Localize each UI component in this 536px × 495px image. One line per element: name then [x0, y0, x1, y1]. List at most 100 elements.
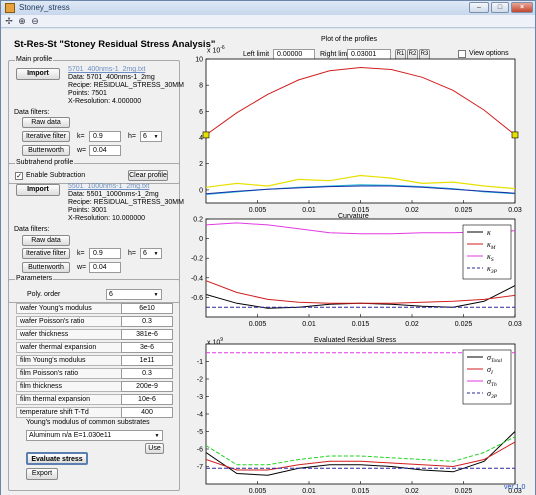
sub-iterative-filter-button[interactable]: Iterative filter [22, 248, 70, 259]
chart-2-xtick-label: 0.005 [249, 488, 267, 495]
app-icon [5, 3, 15, 13]
sub-file-link[interactable]: 5501_1000nms-1_2mg.txt [68, 183, 150, 190]
chart-0-series-yellow [206, 174, 515, 190]
param-value-7[interactable]: 10e-6 [121, 394, 173, 405]
chart-1-legend-label-0: κ [487, 228, 491, 237]
poly-order-dropdown[interactable]: 6 ▼ [106, 289, 162, 300]
sub-h-dropdown[interactable]: 6 ▼ [140, 248, 162, 259]
param-value-6[interactable]: 200e-9 [121, 381, 173, 392]
main-k-input[interactable]: 0.9 [89, 131, 121, 142]
sub-w-input[interactable]: 0.04 [89, 262, 121, 273]
chevron-down-icon: ▼ [154, 433, 160, 439]
chevron-down-icon: ▼ [153, 134, 159, 140]
sub-k-label: k= [77, 250, 85, 257]
clear-profile-button[interactable]: Clear profile [128, 170, 168, 181]
version-label: ver 1.0 [504, 484, 526, 491]
zoom-out-icon[interactable]: ⊖ [31, 16, 39, 26]
param-value-5[interactable]: 0.3 [121, 368, 173, 379]
enable-subtraction-label: Enable Subtraction [26, 172, 86, 179]
curvature-plot-title: Curvature [338, 213, 369, 220]
subtrahend-profile-group: Subtrahend profile ✓ Enable Subtraction … [8, 159, 184, 303]
chart-1-legend-label-3: κ3P [487, 264, 498, 275]
main-import-button[interactable]: Import [16, 68, 60, 80]
maximize-button[interactable]: □ [491, 2, 509, 13]
chart-2-series-green [206, 436, 515, 466]
main-h-dropdown[interactable]: 6 ▼ [140, 131, 162, 142]
chart-0-ytick-label: 0 [199, 187, 203, 194]
stress-exponent-label: x 109 [207, 337, 223, 346]
sub-butterworth-button[interactable]: Butterworth [22, 262, 70, 273]
chart-2-legend-sub-2: Th [491, 382, 497, 388]
main-points-text: Points: 7501 [68, 90, 107, 97]
main-butterworth-button[interactable]: Butterworth [22, 145, 70, 156]
param-value-8[interactable]: 400 [121, 407, 173, 418]
chart-2-series-group [206, 352, 515, 476]
param-value-1[interactable]: 0.3 [121, 316, 173, 327]
main-h-value: 6 [143, 133, 147, 140]
sub-data-text: Data: 5501_1000nms-1_2mg [68, 191, 159, 198]
chart-2-xtick-label: 0.02 [405, 488, 419, 495]
chart-2-ytick-label: -7 [197, 464, 203, 471]
close-button[interactable]: × [511, 2, 533, 13]
sub-k-input[interactable]: 0.9 [89, 248, 121, 259]
enable-subtraction-checkbox[interactable]: ✓ [15, 172, 23, 180]
main-xres-text: X-Resolution: 4.000000 [68, 98, 142, 105]
profiles-exponent-power: -6 [220, 45, 225, 51]
main-file-link[interactable]: 5701_400nms-1_2mg.txt [68, 66, 146, 73]
chart-1-legend-label-2: κS [487, 252, 494, 263]
sub-import-button[interactable]: Import [16, 184, 60, 196]
chart-0-marker-1 [511, 131, 519, 139]
param-value-2[interactable]: 381e-6 [121, 329, 173, 340]
chart-0-xtick-label: 0.015 [352, 207, 370, 214]
chart-2-ytick-label: -3 [197, 394, 203, 401]
data-cursor-icon[interactable]: ✢ [5, 16, 13, 26]
chart-0-xtick-label: 0.005 [249, 207, 267, 214]
stress-exponent-base: x 10 [207, 339, 221, 347]
main-w-input[interactable]: 0.04 [89, 145, 121, 156]
chevron-down-icon: ▼ [153, 251, 159, 257]
chart-1-ytick-label: 0 [199, 236, 203, 243]
chart-1-legend-label-1: κM [487, 240, 496, 251]
chart-2-ytick-label: -2 [197, 377, 203, 384]
substrate-dropdown[interactable]: Aluminum n/a E=1.030e11 ▼ [26, 430, 163, 441]
sub-points-text: Points: 3001 [68, 207, 107, 214]
sub-raw-data-button[interactable]: Raw data [22, 235, 70, 246]
chart-1-ytick-label: -0.6 [191, 295, 203, 302]
profiles-exponent-base: x 10 [207, 47, 221, 55]
sub-xres-text: X-Resolution: 10.000000 [68, 215, 146, 222]
sub-h-value: 6 [143, 250, 147, 257]
app-heading: St-Res-St "Stoney Residual Stress Analys… [14, 39, 216, 50]
stress-exponent-power: 9 [220, 337, 224, 343]
evaluate-stress-button[interactable]: Evaluate stress [26, 452, 88, 465]
chart-0-ytick-label: 6 [199, 109, 203, 116]
chart-1-legend-sub-3: 3P [490, 269, 498, 275]
client-area: St-Res-St "Stoney Residual Stress Analys… [1, 29, 535, 495]
main-h-label: h= [128, 133, 136, 140]
main-recipe-text: Recipe: RESIDUAL_STRESS_30MM [68, 82, 184, 89]
main-iterative-filter-button[interactable]: Iterative filter [22, 131, 70, 142]
sub-recipe-text: Recipe: RESIDUAL_STRESS_30MM [68, 199, 184, 206]
minimize-button[interactable]: – [469, 2, 489, 13]
chart-1-xtick-label: 0.03 [508, 321, 522, 328]
param-value-3[interactable]: 3e-6 [121, 342, 173, 353]
zoom-in-icon[interactable]: ⊕ [18, 16, 26, 26]
chart-0-series-red [206, 66, 515, 136]
chart-0-series-group [206, 66, 515, 195]
chart-2-legend-label-2: σTh [487, 377, 497, 388]
chart-0-ytick-label: 8 [199, 83, 203, 90]
chart-0-ytick-label: 10 [195, 57, 203, 64]
chart-1-xtick-label: 0.015 [352, 321, 370, 328]
main-raw-data-button[interactable]: Raw data [22, 117, 70, 128]
subtrahend-profile-label: Subtrahend profile [15, 159, 75, 166]
parameters-label: Parameters [15, 275, 54, 282]
export-button[interactable]: Export [26, 468, 58, 480]
use-substrate-button[interactable]: Use [145, 443, 164, 454]
param-value-0[interactable]: 6e10 [121, 303, 173, 314]
right-limit-label: Right limit [320, 51, 351, 58]
chart-1-series-red [206, 280, 515, 304]
param-value-4[interactable]: 1e11 [121, 355, 173, 366]
view-options-checkbox[interactable] [458, 50, 466, 58]
chart-2-series-red [206, 441, 515, 471]
main-filters-label: Data filters: [14, 109, 50, 116]
